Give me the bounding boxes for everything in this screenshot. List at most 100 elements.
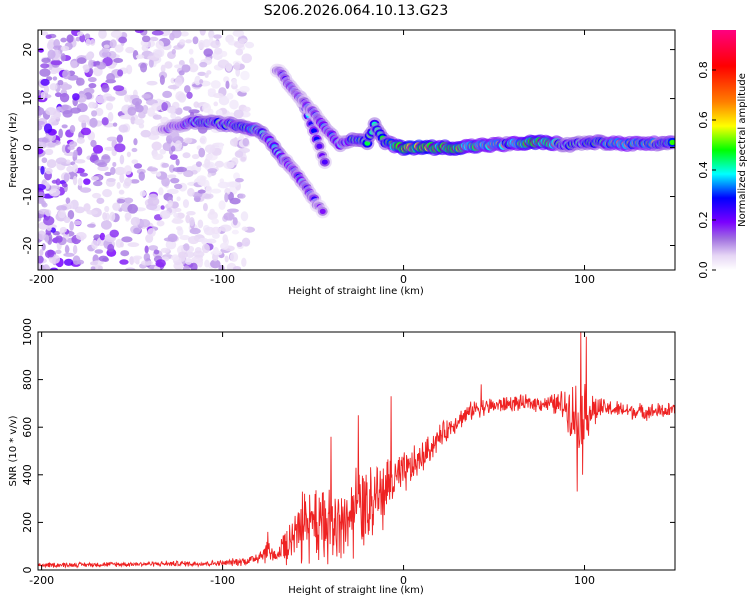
noise-speckle [46, 159, 57, 169]
noise-speckle [72, 255, 81, 265]
noise-speckle [205, 238, 217, 244]
noise-speckle [92, 180, 103, 187]
ridge-core [310, 128, 317, 134]
noise-speckle [187, 235, 200, 245]
y-tick-label: 1000 [21, 318, 34, 346]
noise-speckle [119, 114, 131, 120]
noise-speckle [109, 211, 116, 222]
noise-speckle [40, 63, 50, 69]
x-tick-label: 100 [574, 273, 595, 286]
noise-speckle [124, 212, 132, 221]
noise-speckle [72, 244, 78, 255]
noise-speckle [83, 178, 91, 185]
noise-speckle [123, 197, 134, 204]
noise-speckle [134, 118, 145, 126]
noise-speckle [239, 38, 248, 44]
noise-speckle [212, 93, 224, 99]
noise-speckle [160, 64, 166, 73]
noise-speckle [231, 229, 239, 235]
noise-speckle [79, 172, 88, 177]
y-tick-label: 20 [21, 43, 34, 57]
noise-speckle [83, 203, 91, 212]
noise-speckle [99, 49, 110, 59]
x-tick-label: 100 [574, 574, 595, 587]
noise-speckle [129, 256, 135, 265]
noise-speckle [173, 183, 183, 190]
noise-speckle [153, 49, 163, 59]
noise-speckle [241, 257, 247, 267]
noise-speckle [188, 63, 199, 73]
noise-speckle [98, 255, 109, 262]
noise-speckle [229, 99, 239, 110]
noise-speckle [125, 267, 136, 270]
noise-speckle [161, 102, 168, 112]
noise-speckle [173, 64, 183, 69]
noise-speckle [218, 142, 224, 151]
noise-speckle [220, 242, 229, 250]
noise-speckle [86, 223, 96, 228]
noise-speckle [135, 54, 145, 59]
noise-speckle [234, 150, 244, 158]
noise-speckle [77, 177, 83, 187]
noise-speckle [205, 185, 213, 195]
noise-speckle [188, 48, 194, 55]
noise-speckle [181, 64, 191, 73]
noise-speckle [171, 48, 176, 55]
noise-speckle [127, 203, 138, 214]
noise-speckle [224, 192, 229, 203]
x-tick-label: 0 [400, 273, 407, 286]
noise-speckle [225, 80, 230, 90]
noise-speckle [61, 104, 69, 111]
noise-speckle [103, 44, 110, 49]
noise-speckle [119, 259, 129, 265]
spectrogram-xlabel: Height of straight line (km) [288, 286, 424, 297]
noise-speckle [148, 133, 160, 141]
noise-speckle [133, 163, 143, 169]
noise-speckle [163, 237, 175, 242]
noise-speckle [131, 147, 138, 153]
noise-speckle [241, 237, 251, 247]
noise-speckle [140, 129, 152, 138]
y-tick-label: 0 [21, 144, 34, 151]
noise-speckle [199, 30, 206, 36]
noise-speckle [214, 47, 223, 55]
noise-speckle [60, 53, 66, 62]
noise-speckle [49, 83, 58, 91]
noise-speckle [79, 187, 92, 193]
noise-speckle [59, 226, 67, 233]
noise-speckle [171, 101, 180, 109]
noise-speckle [59, 92, 70, 103]
noise-speckle [50, 69, 58, 75]
noise-speckle [217, 59, 230, 69]
noise-speckle [197, 219, 204, 229]
noise-speckle [179, 234, 191, 241]
noise-speckle [219, 224, 232, 232]
noise-speckle [101, 117, 109, 126]
noise-speckle [210, 40, 221, 49]
noise-speckle [197, 71, 207, 76]
noise-speckle [104, 171, 112, 176]
noise-speckle [186, 211, 196, 216]
noise-speckle [187, 188, 195, 197]
noise-speckle [110, 30, 123, 39]
colorbar-label: Normalized spectral amplitude [737, 73, 748, 227]
snr-ylabel: SNR (10 * v/v) [8, 415, 19, 486]
noise-speckle [167, 174, 177, 179]
noise-speckle [55, 235, 63, 243]
noise-speckle [100, 220, 112, 230]
noise-speckle [60, 37, 67, 43]
noise-speckle [47, 142, 56, 148]
noise-speckle [203, 48, 214, 57]
noise-speckle [67, 210, 75, 220]
noise-speckle [61, 124, 68, 129]
noise-speckle [109, 39, 117, 49]
noise-speckle [73, 220, 82, 226]
noise-speckle [93, 264, 104, 270]
noise-speckle [218, 200, 226, 210]
noise-speckle [85, 38, 91, 46]
noise-speckle [114, 143, 126, 153]
noise-speckle [146, 167, 159, 172]
noise-speckle [120, 250, 130, 257]
noise-speckle [38, 184, 47, 191]
noise-speckle [197, 178, 206, 186]
